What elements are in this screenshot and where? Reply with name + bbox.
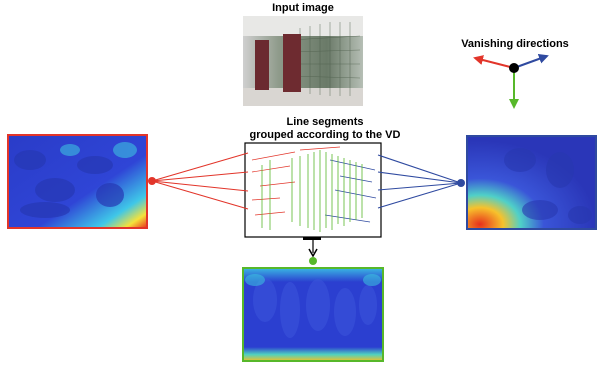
blue-vd-heatmap: [466, 135, 597, 230]
three-arrow-axes-icon: [473, 54, 549, 109]
elevator-door-left: [255, 40, 269, 90]
input-image-title: Input image: [272, 2, 334, 14]
green-connector-node: [309, 257, 317, 265]
green-vd-heatmap: [242, 267, 384, 362]
vanishing-directions-title: Vanishing directions: [461, 38, 569, 50]
red-connector-fan: [151, 152, 249, 210]
line-segments-title: Line segments grouped according to the V…: [225, 116, 425, 142]
line-segments-title-line2: grouped according to the VD: [249, 129, 401, 141]
blue-connector-fan: [377, 154, 462, 209]
line-segments-title-line1: Line segments: [286, 116, 364, 128]
line-segments-image: [244, 142, 382, 240]
input-image: [243, 16, 363, 106]
elevator-door-right: [283, 34, 301, 92]
chevron-down-icon: [308, 240, 318, 258]
red-vd-heatmap: [7, 134, 148, 229]
blue-connector-node: [457, 179, 465, 187]
red-connector-node: [148, 177, 156, 185]
